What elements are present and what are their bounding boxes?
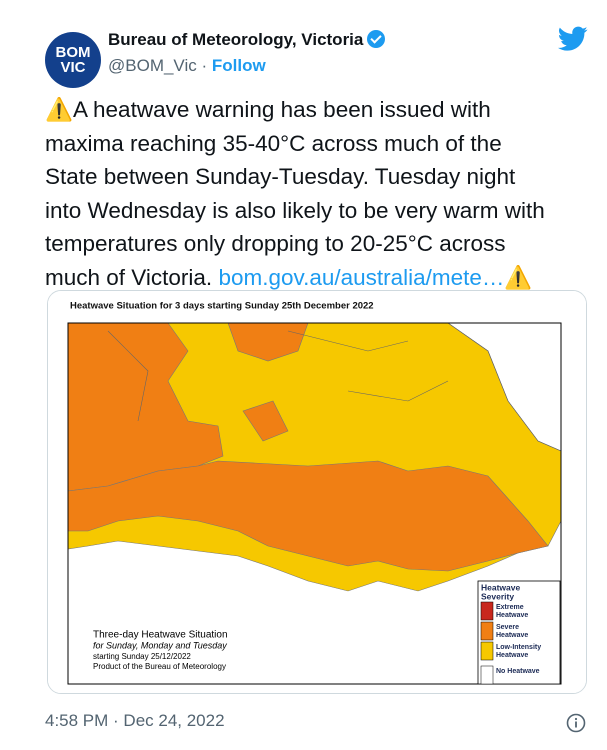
- legend-label: Heatwave: [496, 612, 528, 619]
- tweet-line: maxima reaching 35-40°C across much of t…: [45, 130, 502, 156]
- tweet-line: into Wednesday is also likely to be very…: [45, 197, 545, 223]
- legend-label: Heatwave: [496, 652, 528, 659]
- tweet-line: ⚠️A heatwave warning has been issued wit…: [45, 93, 595, 127]
- legend-label: Extreme: [496, 604, 524, 611]
- separator: ·: [201, 56, 208, 75]
- tweet-line: much of Victoria. bom.gov.au/australia/m…: [45, 261, 595, 295]
- map-note-line: Product of the Bureau of Meteorology: [93, 662, 226, 671]
- legend-label: Severe: [496, 624, 519, 631]
- legend-swatch: [480, 665, 494, 685]
- avatar-text: BOM: [55, 44, 91, 61]
- avatar[interactable]: BOM VIC: [45, 32, 101, 88]
- legend-title: Heatwave: [481, 582, 520, 592]
- avatar-text: VIC: [60, 59, 86, 76]
- map-title: Heatwave Situation for 3 days starting S…: [70, 301, 374, 312]
- legend-label: Heatwave: [496, 632, 528, 639]
- tweet-text: ⚠️A heatwave warning has been issued wit…: [45, 93, 595, 294]
- legend-swatch: [480, 621, 494, 641]
- twitter-logo[interactable]: [558, 26, 588, 52]
- legend-swatch: [480, 601, 494, 621]
- handle-row: @BOM_Vic · Follow: [108, 56, 266, 76]
- legend-label: No Heatwave: [496, 668, 540, 675]
- legend-label: Low-Intensity: [496, 644, 541, 651]
- legend-title: Severity: [481, 591, 514, 601]
- map-note-title: Three-day Heatwave Situation: [93, 630, 228, 641]
- info-icon[interactable]: [566, 713, 586, 733]
- author-name[interactable]: Bureau of Meteorology, Victoria: [108, 30, 386, 50]
- warning-icon: ⚠️: [504, 264, 533, 290]
- author-name-text: Bureau of Meteorology, Victoria: [108, 30, 364, 49]
- handle[interactable]: @BOM_Vic: [108, 56, 197, 75]
- verified-badge: [367, 30, 386, 48]
- tweet-line-text: much of Victoria.: [45, 264, 213, 290]
- map-note-line: starting Sunday 25/12/2022: [93, 652, 191, 661]
- legend-swatch: [480, 641, 494, 661]
- media[interactable]: Heatwave Situation for 3 days starting S…: [47, 290, 587, 694]
- map-image: Heatwave Situation for 3 days starting S…: [48, 291, 586, 693]
- tweet-line-text: A heatwave warning has been issued with: [73, 97, 491, 122]
- tweet-line: temperatures only dropping to 20-25°C ac…: [45, 231, 506, 256]
- tweet-line: State between Sunday-Tuesday. Tuesday ni…: [45, 164, 516, 189]
- warning-icon: ⚠️: [45, 97, 74, 122]
- link[interactable]: bom.gov.au/australia/mete…: [218, 264, 505, 290]
- timestamp[interactable]: 4:58 PM · Dec 24, 2022: [45, 711, 225, 730]
- follow-button[interactable]: Follow: [211, 56, 266, 75]
- map-note-subtitle: for Sunday, Monday and Tuesday: [93, 640, 227, 650]
